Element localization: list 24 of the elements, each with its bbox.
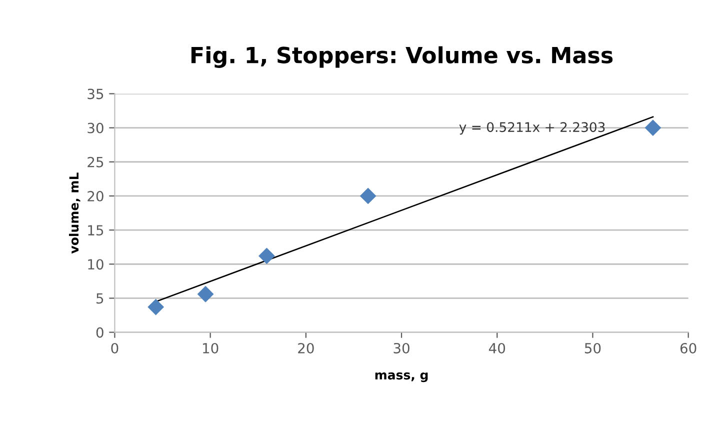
point: [148, 298, 164, 316]
point: [360, 188, 376, 204]
x-tick-label: 10: [203, 342, 218, 354]
y-tick-label: 0: [96, 327, 104, 338]
x-tick-label: 30: [394, 342, 410, 354]
x-tick-label: 0: [111, 342, 118, 354]
y-tick-label: 15: [88, 225, 104, 236]
point: [258, 248, 275, 264]
y-tick-label: 20: [88, 190, 104, 202]
point: [197, 286, 214, 302]
y-axis-title: volume, mL: [68, 172, 80, 254]
x-tick-label: 60: [680, 342, 696, 354]
x-tick-label: 20: [298, 342, 314, 354]
y-tick-label: 35: [88, 88, 104, 100]
x-tick-label: 40: [488, 342, 506, 354]
annotation: y = 0.5211x + 2.2303: [459, 122, 605, 135]
y-tick-label: 30: [88, 122, 104, 134]
y-tick-label: 10: [88, 259, 104, 270]
y-tick-label: 25: [88, 156, 104, 168]
chart-title: Fig. 1, Stoppers: Volume vs. Mass: [191, 46, 613, 68]
x-axis-title: mass, g: [375, 372, 428, 382]
point: [644, 120, 662, 136]
x-tick-label: 50: [584, 342, 601, 354]
y-tick-label: 5: [96, 293, 104, 304]
